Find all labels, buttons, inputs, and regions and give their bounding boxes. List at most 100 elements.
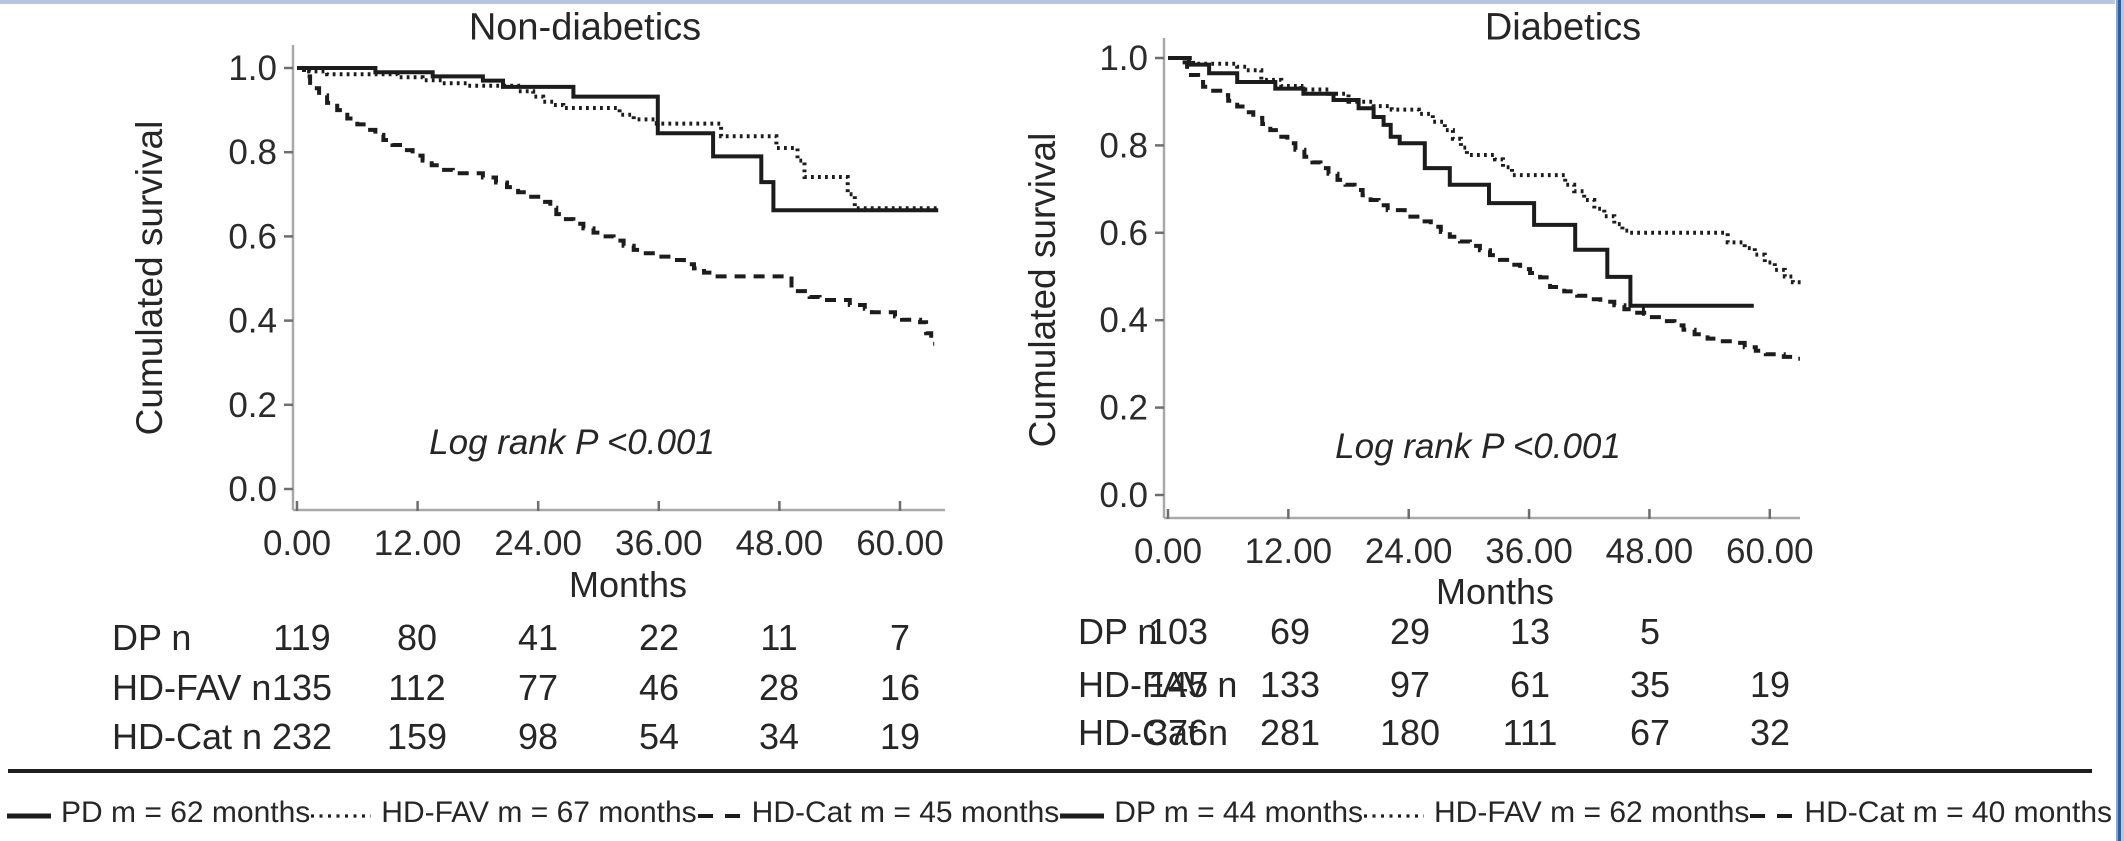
risk-count: 145 xyxy=(1147,664,1209,705)
risk-count: 180 xyxy=(1379,712,1441,753)
x-tick-label: 36.00 xyxy=(615,524,703,563)
risk-count: 13 xyxy=(1509,611,1551,652)
survival-curve-dp xyxy=(1168,56,1754,308)
risk-count: 133 xyxy=(1259,664,1321,705)
risk-count: 61 xyxy=(1509,664,1551,705)
risk-count: 159 xyxy=(386,716,448,757)
survival-curve-hd-fav xyxy=(1168,56,1802,285)
legend-label: DP m = 44 months xyxy=(1114,796,1364,829)
risk-count: 22 xyxy=(638,617,680,658)
risk-count: 135 xyxy=(271,667,333,708)
y-tick-label: 0.4 xyxy=(228,302,277,341)
legend-swatch-dashed-line-icon xyxy=(697,814,742,818)
x-tick-label: 60.00 xyxy=(1726,532,1814,571)
x-tick-label: 24.00 xyxy=(494,524,582,563)
legend-label: HD-Cat m = 40 months xyxy=(1804,796,2112,829)
risk-count: 119 xyxy=(273,617,331,658)
y-tick-label: 0.8 xyxy=(1099,126,1148,165)
legend-item: HD-FAV m = 62 months xyxy=(1363,796,1749,830)
risk-count: 97 xyxy=(1389,664,1431,705)
x-tick-label: 60.00 xyxy=(856,524,944,563)
survival-plot-canvas: 0.00 12.00 24.00 36.00 48.00 60.00 1.0 0.8 0.6 0.… xyxy=(228,38,1814,571)
risk-count: 376 xyxy=(1147,712,1209,753)
risk-count: 11 xyxy=(760,617,798,658)
panel-title-non-diabetics: Non-diabetics xyxy=(468,6,702,49)
risk-count: 41 xyxy=(517,617,559,658)
risk-count: 281 xyxy=(1259,712,1321,753)
y-tick-label: 0.6 xyxy=(1099,214,1148,253)
x-tick-label: 0.00 xyxy=(1134,532,1202,571)
legend-item: HD-Cat m = 45 months xyxy=(697,796,1060,830)
risk-count: 32 xyxy=(1749,712,1791,753)
x-axis-label-left: Months xyxy=(568,564,688,605)
y-tick-label: 0.0 xyxy=(1099,476,1148,515)
window-right-border xyxy=(2115,0,2124,841)
legend-label: HD-FAV m = 62 months xyxy=(1434,796,1750,829)
y-tick-label: 1.0 xyxy=(228,49,277,88)
risk-count: 69 xyxy=(1269,611,1311,652)
risk-count: 112 xyxy=(388,667,446,708)
risk-count: 19 xyxy=(1749,664,1791,705)
x-axis-label-right: Months xyxy=(1435,571,1555,612)
risk-row-label: HD-Cat n xyxy=(112,716,263,757)
risk-row-label: HD-FAV n xyxy=(112,667,272,708)
risk-row-label: HD-Cat n xyxy=(1078,712,1229,753)
legend-divider-rule xyxy=(8,769,2092,773)
x-tick-label: 12.00 xyxy=(1245,532,1333,571)
risk-row-label: DP n xyxy=(1078,611,1158,652)
x-tick-label: 0.00 xyxy=(263,524,331,563)
legend-swatch-solid-line-icon xyxy=(1060,813,1105,819)
risk-count: 80 xyxy=(396,617,438,658)
risk-count: 232 xyxy=(271,716,333,757)
x-tick-label: 12.00 xyxy=(374,524,462,563)
legend-swatch-dotted-line-icon xyxy=(1364,814,1425,818)
survival-curve-hd-cat xyxy=(1168,56,1800,361)
legend-item: HD-Cat m = 40 months xyxy=(1749,796,2112,830)
legend-label: PD m = 62 months xyxy=(61,796,311,829)
risk-count: 34 xyxy=(758,716,800,757)
risk-count: 29 xyxy=(1389,611,1431,652)
risk-count: 28 xyxy=(758,667,800,708)
legend-item: DP m = 44 months xyxy=(1059,796,1363,830)
legend: PD m = 62 months HD-FAV m = 67 months HD-C… xyxy=(6,788,2112,838)
risk-count: 35 xyxy=(1629,664,1671,705)
risk-count: 7 xyxy=(889,617,911,658)
legend-swatch-dotted-line-icon xyxy=(311,814,372,818)
legend-item: PD m = 62 months xyxy=(6,796,310,830)
risk-count: 16 xyxy=(879,667,921,708)
risk-count: 54 xyxy=(638,716,680,757)
x-tick-label: 36.00 xyxy=(1485,532,1573,571)
x-tick-label: 48.00 xyxy=(736,524,824,563)
risk-row-label: HD-FAV n xyxy=(1078,664,1238,705)
y-axis-label-right: Cumulated survival xyxy=(1022,132,1063,448)
risk-count: 111 xyxy=(1502,712,1558,753)
x-tick-label: 48.00 xyxy=(1606,532,1694,571)
risk-count: 98 xyxy=(517,716,559,757)
window-top-border xyxy=(0,0,2124,4)
risk-row-label: DP n xyxy=(112,617,192,658)
y-tick-label: 0.4 xyxy=(1099,301,1148,340)
risk-count: 67 xyxy=(1629,712,1671,753)
legend-item: HD-FAV m = 67 months xyxy=(310,796,697,830)
survival-curve-pd xyxy=(297,66,939,213)
y-tick-label: 1.0 xyxy=(1099,39,1148,78)
log-rank-annotation-right: Log rank P <0.001 xyxy=(1335,427,1621,466)
legend-swatch-solid-line-icon xyxy=(7,813,51,819)
legend-label: HD-FAV m = 67 months xyxy=(381,796,697,829)
risk-count: 77 xyxy=(517,667,559,708)
survival-curve-hd-cat xyxy=(297,66,935,346)
survival-curve-hd-fav xyxy=(297,66,939,211)
panel-title-diabetics: Diabetics xyxy=(1484,6,1642,49)
risk-count: 19 xyxy=(879,716,921,757)
legend-swatch-dashed-line-icon xyxy=(1750,814,1795,818)
y-tick-label: 0.2 xyxy=(1099,389,1148,428)
legend-label: HD-Cat m = 45 months xyxy=(751,796,1060,829)
y-axis-label-left: Cumulated survival xyxy=(129,120,170,436)
log-rank-annotation-left: Log rank P <0.001 xyxy=(429,423,715,462)
y-tick-label: 0.2 xyxy=(228,386,277,425)
y-tick-label: 0.6 xyxy=(228,217,277,256)
y-tick-label: 0.8 xyxy=(228,133,277,172)
x-tick-label: 24.00 xyxy=(1365,532,1453,571)
y-tick-label: 0.0 xyxy=(228,470,277,509)
